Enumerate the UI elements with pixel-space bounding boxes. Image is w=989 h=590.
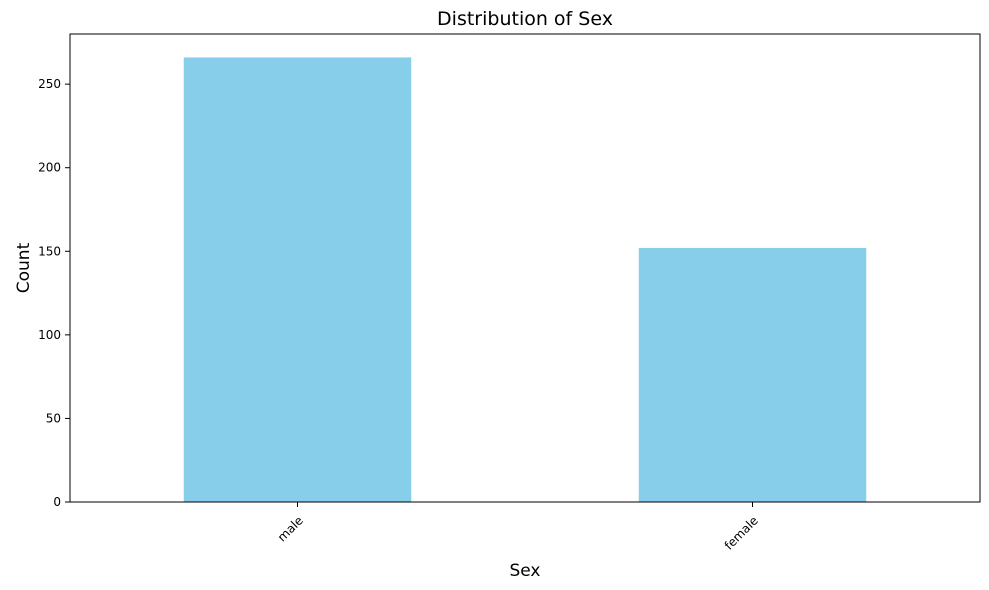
y-axis-label: Count xyxy=(14,242,34,293)
chart-title: Distribution of Sex xyxy=(437,8,613,30)
y-tick-label: 100 xyxy=(38,328,61,342)
y-tick-label: 250 xyxy=(38,77,61,91)
y-axis: 0 50 100 150 200 250 xyxy=(38,77,70,509)
bar-male xyxy=(183,57,412,503)
plot-area xyxy=(69,33,981,503)
x-axis-label: Sex xyxy=(509,561,540,581)
x-tick-label-male: male xyxy=(275,513,306,544)
y-tick-label: 50 xyxy=(46,411,61,425)
plot-frame xyxy=(69,33,981,503)
y-tick-label: 200 xyxy=(38,161,61,175)
bars xyxy=(183,57,867,503)
bar-female xyxy=(638,247,867,502)
y-tick-label: 0 xyxy=(53,495,61,509)
y-tick-label: 150 xyxy=(38,244,61,258)
x-tick-label-female: female xyxy=(722,513,761,552)
x-axis: male female xyxy=(275,502,761,553)
